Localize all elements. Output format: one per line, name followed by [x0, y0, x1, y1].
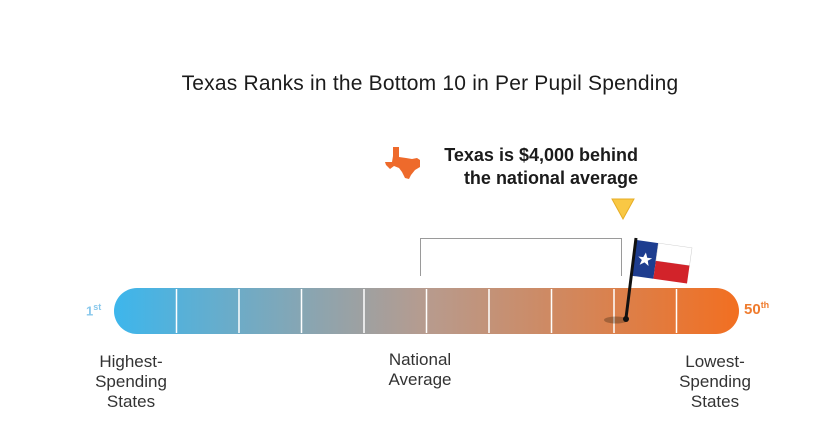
flag-pole-shadow [604, 316, 628, 324]
gap-bracket [420, 238, 622, 276]
highest-spending-line-1: Highest- [99, 352, 163, 371]
flag-pole [624, 237, 638, 319]
flag-red-stripe [653, 260, 690, 284]
highest-spending-label: Highest- Spending States [84, 352, 178, 412]
segment-dividers [175, 289, 678, 333]
rank-start-suffix: st [93, 302, 102, 312]
lowest-spending-line-3: States [690, 392, 740, 411]
national-average-line-2: Average [388, 370, 452, 389]
callout-line-2: the national average [463, 168, 638, 188]
national-average-label: National Average [370, 350, 470, 390]
texas-shape-icon [385, 147, 420, 179]
rank-end-suffix: th [760, 300, 770, 310]
highest-spending-line-3: States [106, 392, 156, 411]
national-average-line-1: National [388, 350, 452, 369]
rank-marker-triangle-icon [611, 198, 635, 225]
rank-start-number: 1 [86, 303, 94, 319]
rank-end-label: 50th [744, 300, 769, 318]
lowest-spending-label: Lowest- Spending States [666, 352, 764, 412]
callout-text: Texas is $4,000 behind the national aver… [380, 144, 638, 190]
rank-start-label: 1st [86, 302, 101, 318]
texas-state-icon [384, 146, 422, 185]
chart-title: Texas Ranks in the Bottom 10 in Per Pupi… [181, 72, 679, 95]
rank-end-number: 50 [744, 301, 761, 318]
highest-spending-line-2: Spending [95, 372, 167, 391]
lowest-spending-line-2: Spending [679, 372, 751, 391]
flag-star-icon [638, 252, 653, 266]
lowest-spending-line-1: Lowest- [685, 352, 745, 371]
callout-line-1: Texas is $4,000 behind [444, 145, 638, 165]
flag-pole-base [623, 316, 629, 322]
